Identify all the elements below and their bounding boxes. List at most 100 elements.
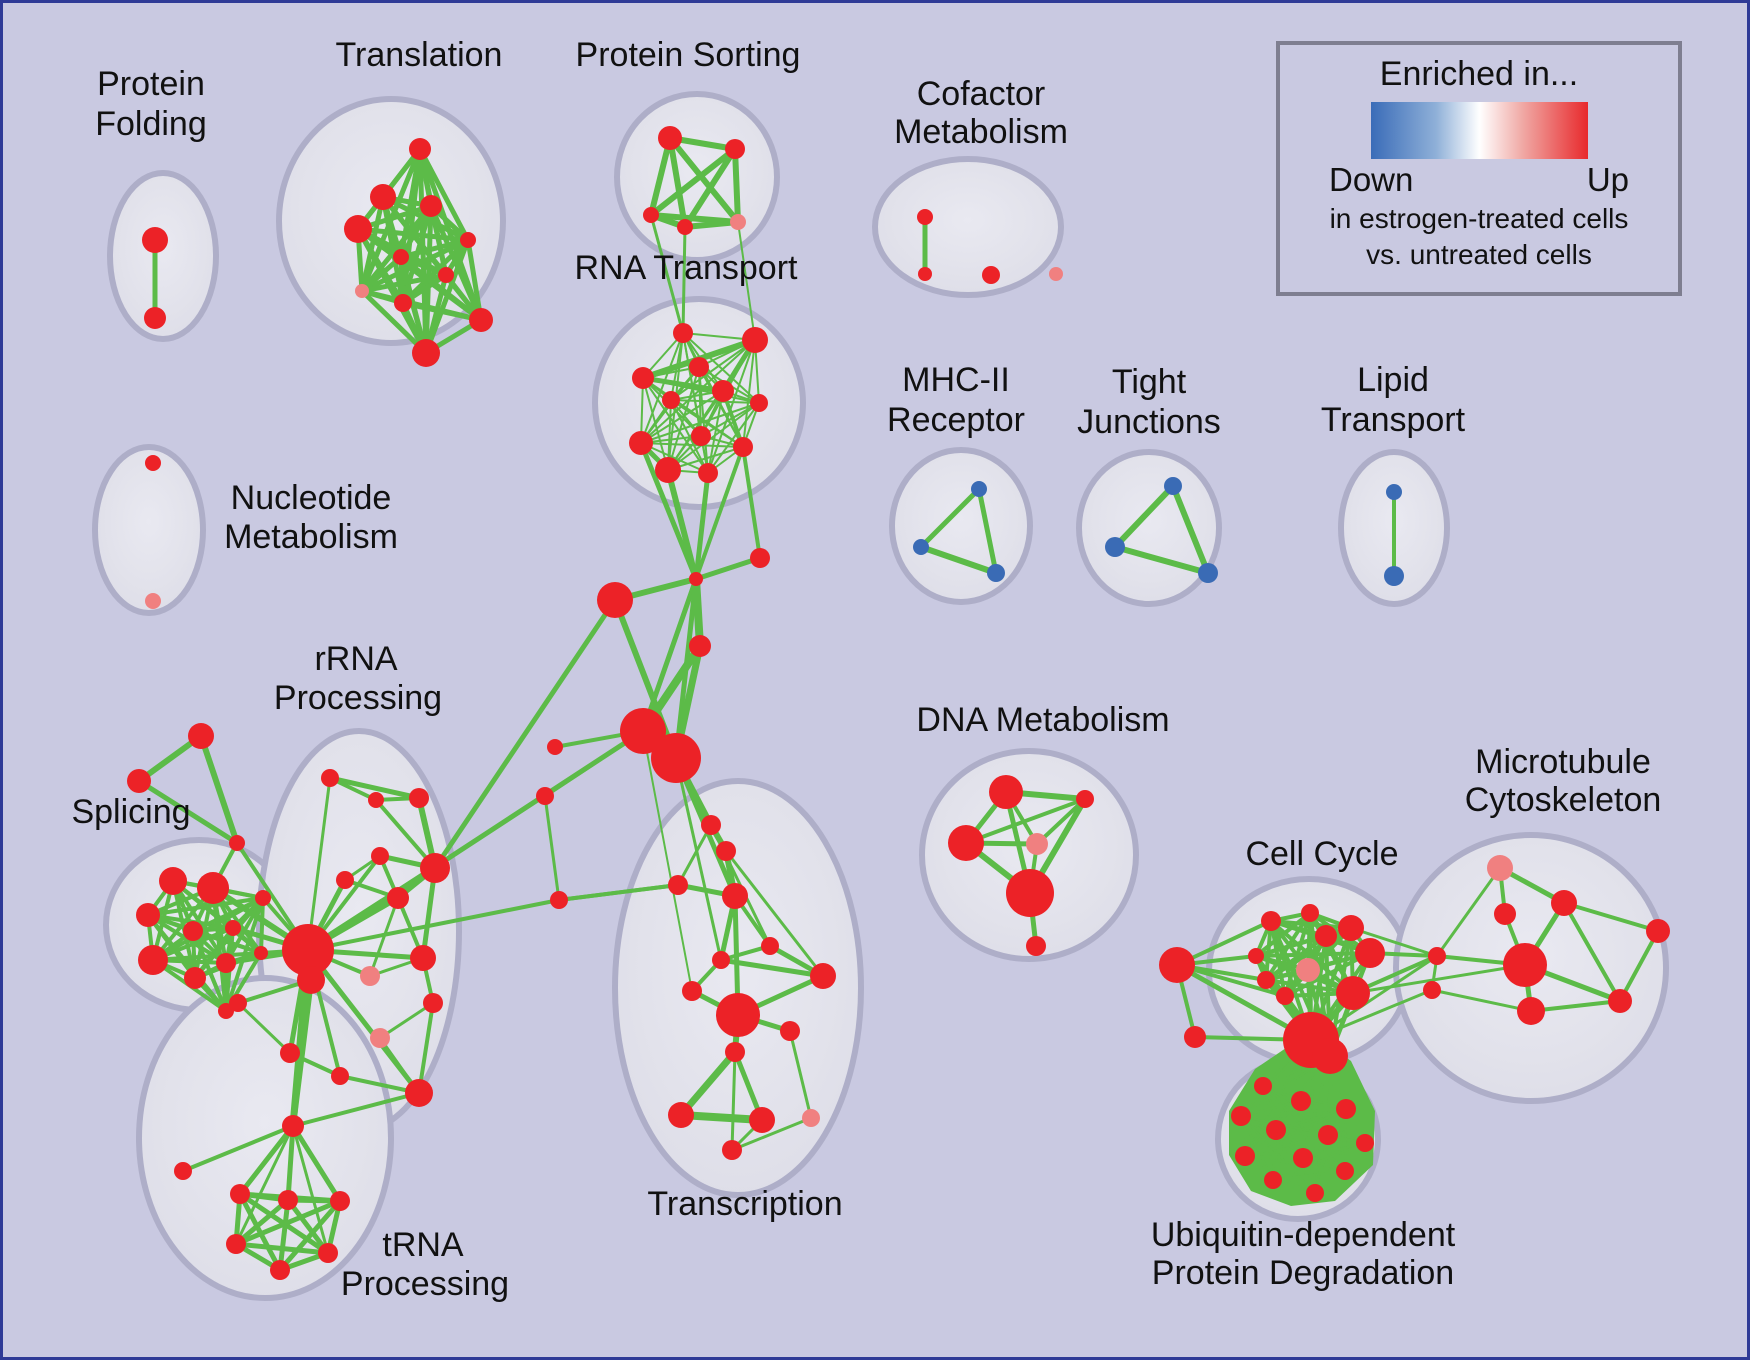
edge-rt9-m3 bbox=[741, 445, 762, 560]
node-ps3 bbox=[643, 207, 659, 223]
edge-ps2-ps4 bbox=[682, 146, 738, 230]
node-tj2 bbox=[1105, 537, 1125, 557]
edge-ub3-ub11 bbox=[1240, 1115, 1274, 1181]
node-ub8 bbox=[1356, 1134, 1374, 1152]
node-r2 bbox=[368, 792, 384, 808]
edge-r2-r7 bbox=[374, 798, 437, 870]
node-tr9 bbox=[761, 937, 779, 955]
node-mh1 bbox=[971, 481, 987, 497]
node-ub9 bbox=[1293, 1148, 1313, 1168]
node-mt7 bbox=[1517, 997, 1545, 1025]
node-s8 bbox=[225, 920, 241, 936]
cluster-mhc-ii-receptor-label-1: Receptor bbox=[887, 401, 1025, 439]
node-mh2 bbox=[913, 539, 929, 555]
edge-tn3-tn4 bbox=[233, 1198, 343, 1247]
cluster-cofactor-metabolism-label-1: Metabolism bbox=[894, 113, 1068, 151]
cluster-lipid-transport-label-0: Lipid bbox=[1357, 361, 1429, 399]
edge-ub10-ub11 bbox=[1272, 1170, 1346, 1181]
edge-r6-r9 bbox=[368, 896, 400, 978]
edge-tn4-tn5 bbox=[233, 1241, 331, 1256]
node-tj1 bbox=[1164, 477, 1182, 495]
node-cc14 bbox=[1315, 925, 1337, 947]
node-rt8 bbox=[691, 426, 711, 446]
edge-cciso-cc7 bbox=[1175, 963, 1287, 998]
edge-hub-r1 bbox=[306, 776, 332, 952]
edge-r11-r12 bbox=[378, 1001, 435, 1040]
node-ub10 bbox=[1336, 1162, 1354, 1180]
node-r5 bbox=[336, 871, 354, 889]
node-cf1 bbox=[917, 209, 933, 225]
node-r12 bbox=[370, 1028, 390, 1048]
edge-mh2-mh3 bbox=[918, 544, 999, 576]
edge-cc4-cc6 bbox=[1254, 951, 1372, 958]
edges bbox=[136, 135, 1660, 1273]
node-t2 bbox=[370, 184, 396, 210]
edge-cc3-mtj bbox=[1349, 926, 1439, 958]
edge-th-tn4 bbox=[234, 1124, 295, 1246]
node-tr15 bbox=[668, 1102, 694, 1128]
edge-th-tn3 bbox=[290, 1123, 343, 1204]
nodes bbox=[127, 126, 1670, 1280]
legend-up-label: Up bbox=[1586, 161, 1629, 198]
edge-m2-m6 bbox=[673, 576, 699, 761]
cluster-ubiquitin-degradation-label-0: Ubiquitin-dependent bbox=[1151, 1216, 1456, 1254]
edge-tr14-tr17 bbox=[788, 1029, 813, 1120]
edge-rt7-rt11 bbox=[667, 402, 760, 471]
edge-ps3-rt1 bbox=[649, 213, 685, 335]
node-s12 bbox=[254, 946, 268, 960]
node-cc12 bbox=[1184, 1026, 1206, 1048]
node-cc7 bbox=[1276, 987, 1294, 1005]
node-ps1 bbox=[658, 126, 682, 150]
edge-tn2-tn6 bbox=[277, 1197, 291, 1273]
node-th bbox=[282, 1115, 304, 1137]
node-cf3 bbox=[982, 266, 1000, 284]
node-s3 bbox=[229, 835, 245, 851]
node-tr14 bbox=[780, 1021, 800, 1041]
node-t10 bbox=[469, 308, 493, 332]
node-ti bbox=[174, 1162, 192, 1180]
cluster-cell-cycle-label-0: Cell Cycle bbox=[1245, 835, 1398, 873]
cluster-trna-processing-label-0: tRNA bbox=[382, 1226, 464, 1264]
edge-ps4-rt1 bbox=[681, 225, 687, 335]
cluster-mhc-ii-receptor-ellipse bbox=[889, 447, 1033, 605]
edge-rt2-rt9 bbox=[742, 339, 756, 448]
node-m5 bbox=[620, 708, 666, 754]
edge-ub3-ub4 bbox=[1240, 1108, 1347, 1117]
edge-mt1-mtj bbox=[1435, 866, 1502, 958]
node-ub12 bbox=[1306, 1184, 1324, 1202]
cluster-trna-processing-label-1: Processing bbox=[341, 1265, 509, 1303]
edge-t6-t8 bbox=[359, 254, 404, 294]
node-rt11 bbox=[655, 457, 681, 483]
node-t8 bbox=[355, 284, 369, 298]
node-s5 bbox=[197, 872, 229, 904]
node-mtj bbox=[1428, 947, 1446, 965]
node-tr16 bbox=[749, 1107, 775, 1133]
node-rt1 bbox=[673, 323, 693, 343]
node-t3 bbox=[420, 195, 442, 217]
edge-t4-t5 bbox=[355, 226, 471, 243]
edge-tn2-tn4 bbox=[233, 1197, 291, 1247]
edge-rt1-rt10 bbox=[640, 332, 684, 444]
edge-cc11-ub7 bbox=[1244, 1055, 1331, 1157]
node-tr2 bbox=[716, 841, 736, 861]
node-s1 bbox=[188, 723, 214, 749]
edge-s6-s14 bbox=[146, 896, 265, 917]
node-r7 bbox=[420, 853, 450, 883]
edge-cc9-mt4 bbox=[1351, 963, 1527, 995]
node-r10 bbox=[410, 945, 436, 971]
edge-t2-t8 bbox=[359, 194, 386, 294]
node-cc5 bbox=[1296, 958, 1320, 982]
node-cc6 bbox=[1248, 948, 1264, 964]
node-lp1 bbox=[1386, 484, 1402, 500]
node-tr6 bbox=[536, 787, 554, 805]
node-rt5 bbox=[712, 380, 734, 402]
edge-tr2-tr10 bbox=[724, 849, 825, 978]
edge-rt2-rt6 bbox=[670, 339, 756, 401]
node-t9 bbox=[394, 294, 412, 312]
edge-tr15-tr16 bbox=[677, 1111, 766, 1124]
edge-rt9-rt11 bbox=[667, 446, 744, 471]
edge-mt6-mt7 bbox=[1529, 999, 1622, 1013]
node-ub2 bbox=[1291, 1091, 1311, 1111]
node-r14 bbox=[331, 1067, 349, 1085]
edge-s2-s3 bbox=[136, 778, 240, 846]
